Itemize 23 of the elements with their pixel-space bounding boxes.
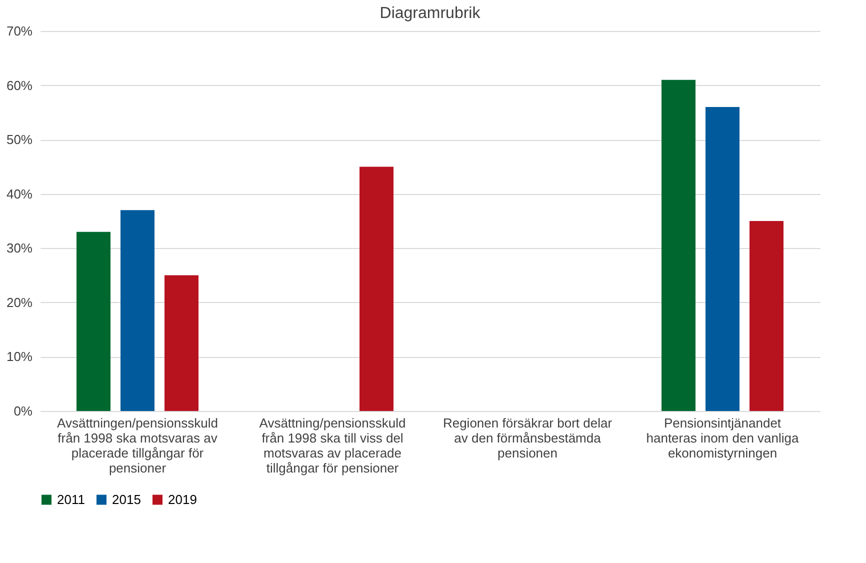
bar — [750, 221, 784, 411]
y-tick-label: 60% — [6, 78, 33, 93]
bar — [360, 166, 394, 411]
y-tick-label: 10% — [6, 349, 33, 364]
bar — [164, 275, 198, 411]
bar — [76, 232, 110, 411]
y-tick-label: 40% — [6, 186, 33, 202]
bar — [120, 210, 154, 411]
bar — [662, 80, 696, 411]
legend-label: 2015 — [112, 492, 141, 507]
y-tick-label: 20% — [6, 294, 33, 310]
legend-label: 2019 — [168, 492, 197, 507]
x-tick-label: Avsättningen/pensionsskuld från 1998 ska motsvaras av placerade tillgångar för pensioner — [57, 416, 218, 476]
x-tick-label: Avsättning/pensionsskuld från 1998 ska till viss del motsvaras av placerade tillgångar för pensioner — [259, 416, 406, 476]
x-tick-label: Regionen försäkrar bort delar av den förmånsbestämda pensionen — [442, 416, 613, 460]
chart-title: Diagramrubrik — [380, 5, 482, 22]
x-tick-label: Pensionsintjänandet hanteras inom den vanliga ekonomistyrningen — [646, 416, 800, 460]
legend-label: 2011 — [57, 492, 85, 507]
y-tick-label: 0% — [14, 404, 33, 418]
y-tick-label: 70% — [6, 24, 33, 38]
y-tick-label: 50% — [6, 132, 33, 148]
y-tick-label: 30% — [6, 240, 33, 256]
bar — [706, 107, 740, 411]
